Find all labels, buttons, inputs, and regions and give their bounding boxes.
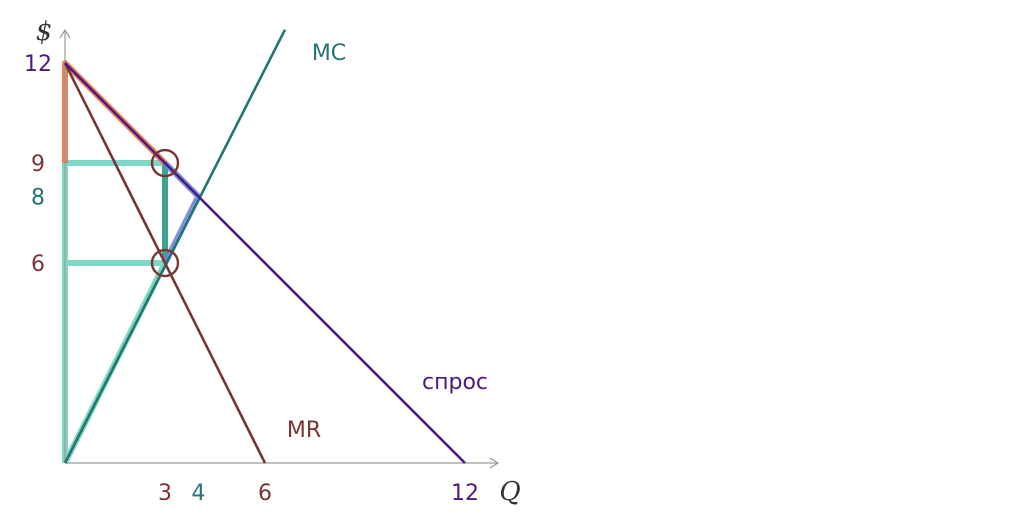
y-axis-arrow — [59, 28, 71, 39]
mr-line — [63, 62, 267, 464]
x-tick-label: 3 — [158, 481, 172, 506]
mc-line — [63, 29, 287, 464]
y-tick-label: 12 — [24, 52, 52, 77]
x-axis-arrow — [489, 457, 500, 469]
highlight-circle-0 — [150, 148, 180, 178]
mc-label: MC — [312, 41, 346, 66]
x-tick-label: 6 — [258, 481, 272, 506]
mr-label: MR — [287, 418, 321, 443]
x-tick-label: 4 — [191, 481, 205, 506]
y-tick-label: 6 — [31, 252, 45, 277]
demand-line — [64, 62, 466, 464]
y-tick-label: 8 — [31, 185, 45, 210]
highlight-circle-1 — [150, 248, 180, 278]
demand-label: спрос — [422, 370, 488, 395]
x-tick-label: 12 — [451, 481, 479, 506]
y-tick-label: 9 — [31, 152, 45, 177]
x-axis-title: Q — [499, 477, 520, 507]
y-axis-title: $ — [36, 17, 53, 47]
